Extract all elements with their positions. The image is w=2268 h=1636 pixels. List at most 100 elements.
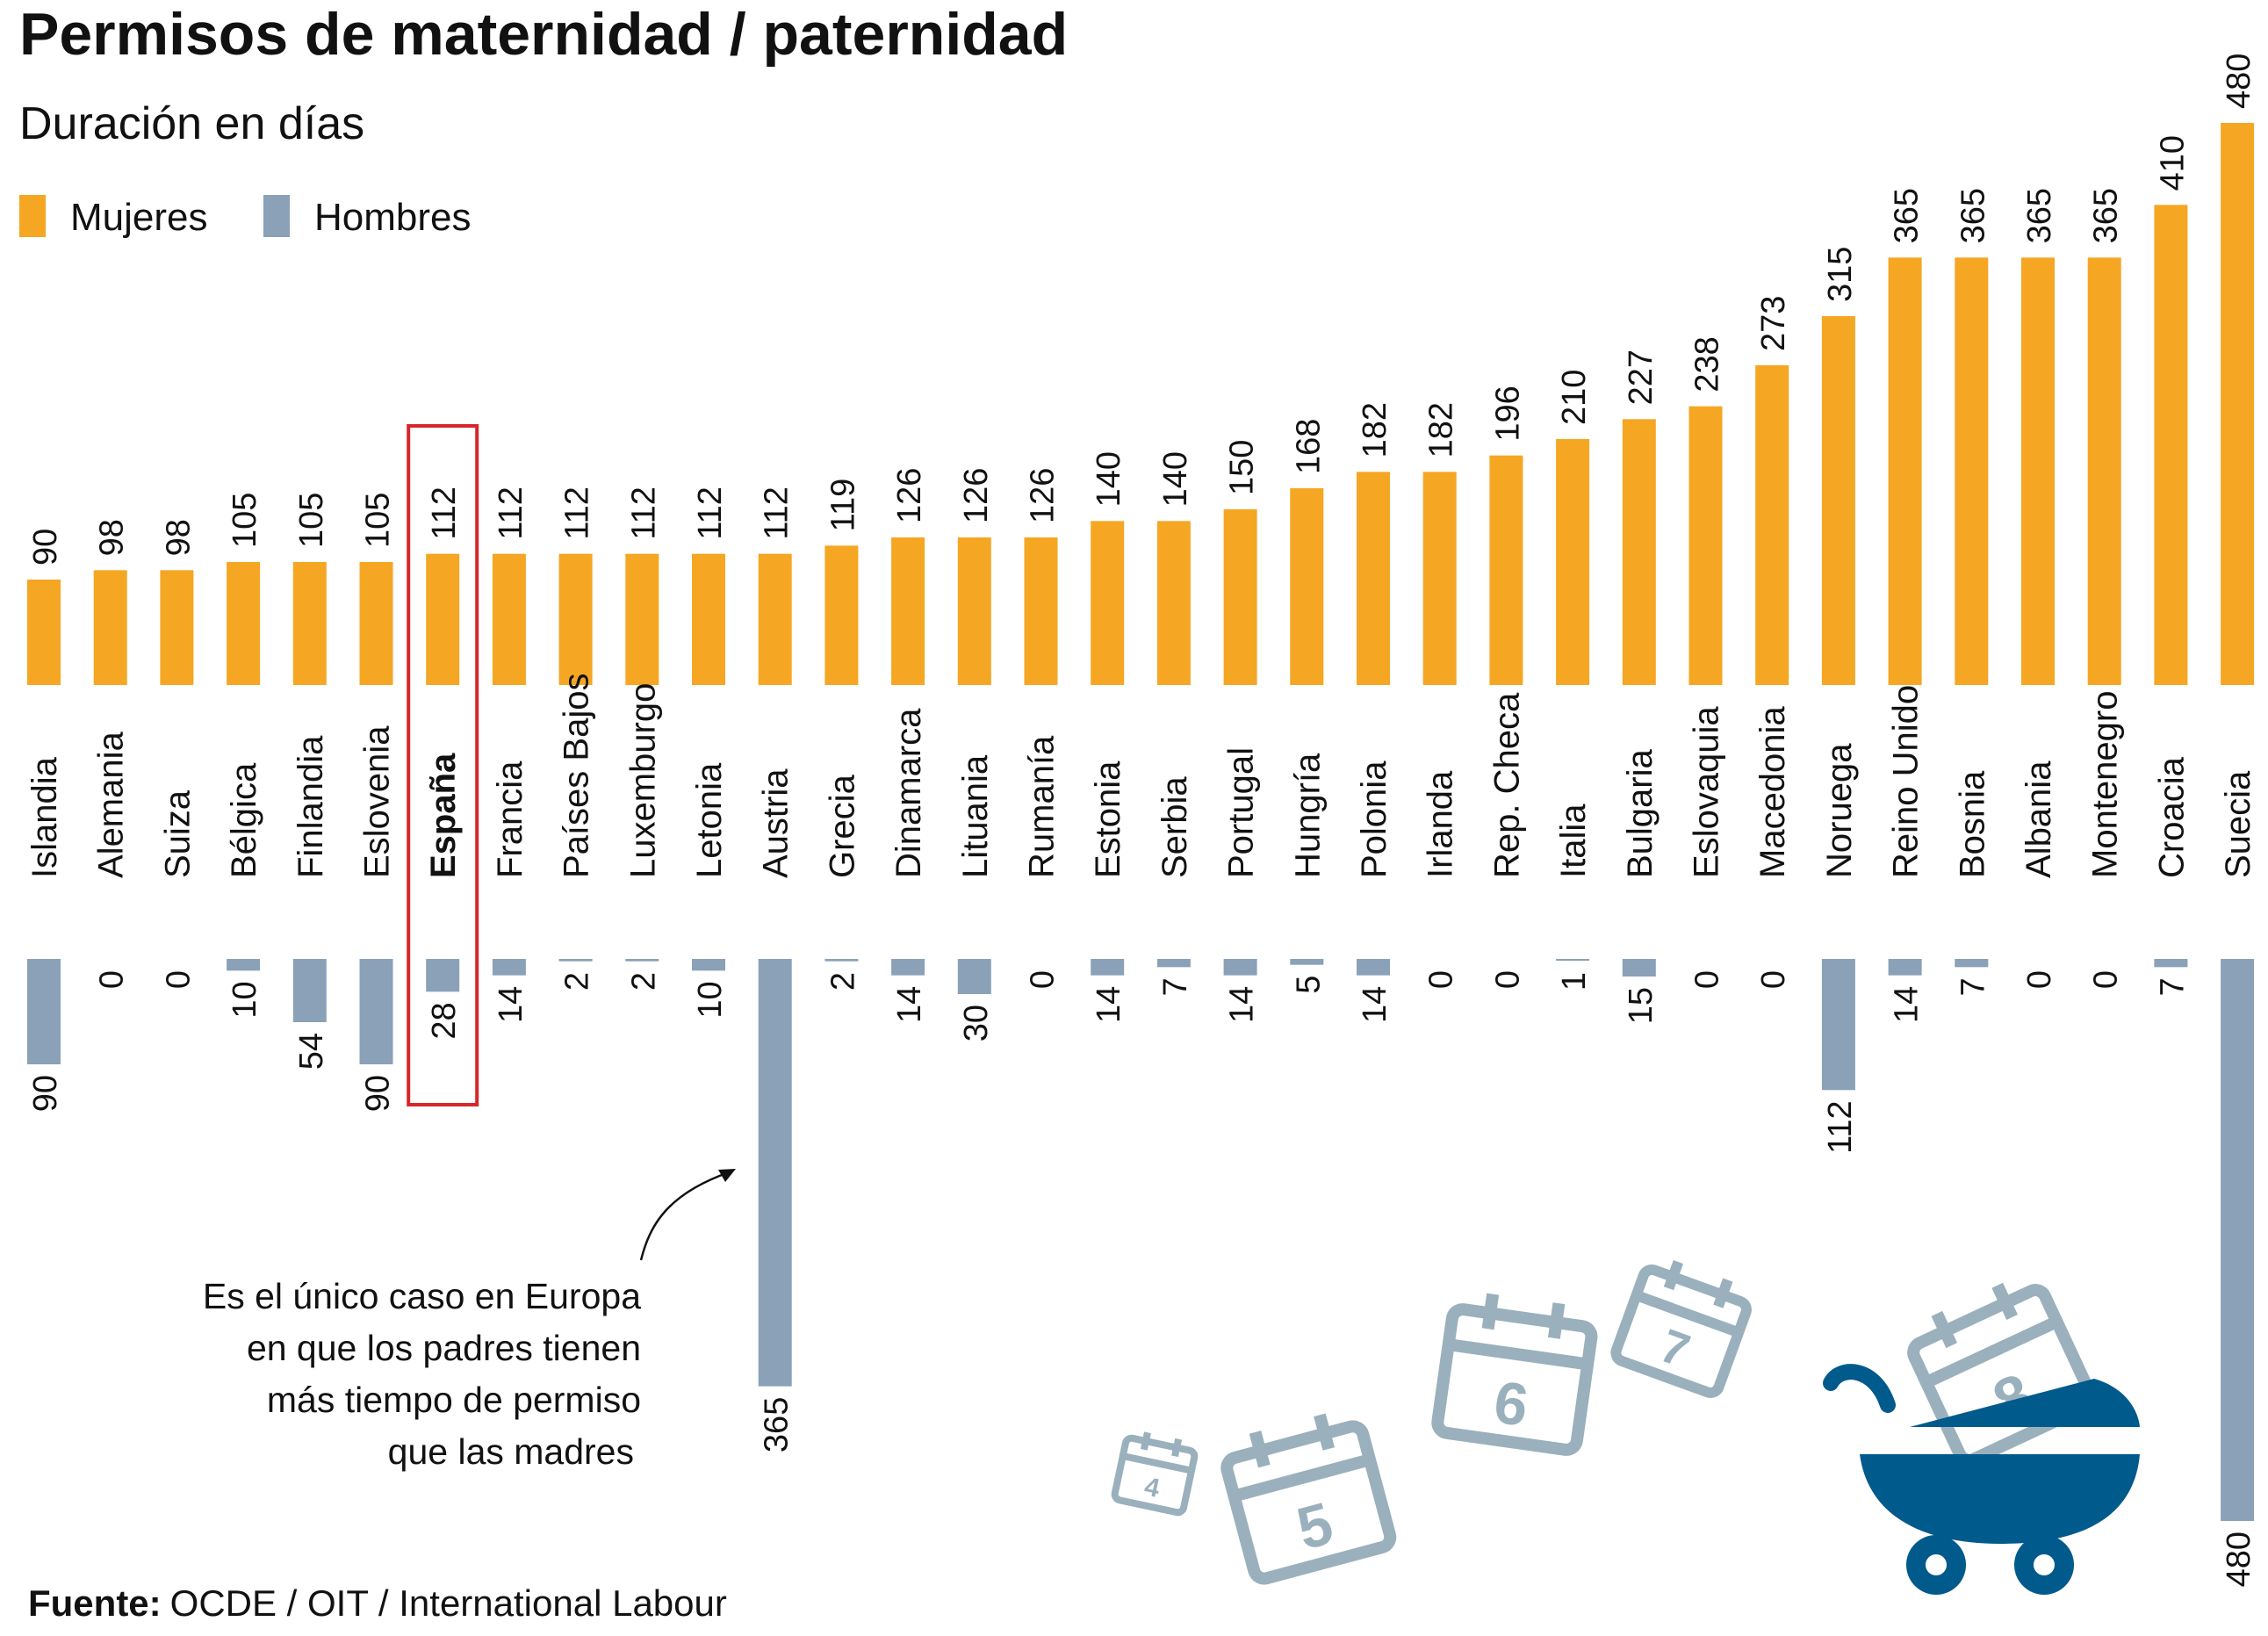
bar-hombres xyxy=(692,959,725,971)
value-label-mujeres: 365 xyxy=(1955,188,1991,243)
value-label-mujeres: 227 xyxy=(1623,350,1660,405)
category-label: Alemania xyxy=(92,731,131,878)
bar-hombres xyxy=(1357,959,1390,976)
bar-mujeres xyxy=(2087,257,2121,685)
source: Fuente: OCDE / OIT / International Labour xyxy=(28,1582,727,1624)
legend-label-mujeres: Mujeres xyxy=(70,196,208,239)
value-label-mujeres: 126 xyxy=(891,468,928,523)
value-label-mujeres: 140 xyxy=(1157,451,1194,507)
category-label: Estonia xyxy=(1089,760,1127,878)
bar-mujeres xyxy=(625,553,659,685)
value-label-hombres: 0 xyxy=(1489,970,1526,989)
category-label: Albania xyxy=(2020,760,2058,878)
category-label: Montenegro xyxy=(2086,691,2125,878)
bar-mujeres xyxy=(1888,257,1922,685)
bar-hombres xyxy=(1091,959,1125,976)
calendar-icon: 7 xyxy=(1610,1260,1752,1399)
bar-hombres xyxy=(625,959,659,962)
value-label-hombres: 480 xyxy=(2221,1531,2257,1587)
bar-hombres xyxy=(957,959,991,994)
bar-mujeres xyxy=(426,553,460,685)
value-label-hombres: 0 xyxy=(1423,970,1460,989)
value-label-mujeres: 105 xyxy=(293,493,330,548)
category-label: Rumanía xyxy=(1023,735,1062,878)
bar-mujeres xyxy=(1755,365,1789,685)
value-label-hombres: 2 xyxy=(625,972,662,991)
value-label-hombres: 90 xyxy=(27,1075,64,1112)
bar-mujeres xyxy=(1091,521,1125,685)
chart-subtitle: Duración en días xyxy=(19,98,364,149)
value-label-hombres: 30 xyxy=(958,1005,995,1041)
calendar-icon: 4 xyxy=(1111,1431,1199,1517)
calendar-icon: 6 xyxy=(1431,1293,1598,1456)
annotation-line-1: Es el único caso en Europa xyxy=(203,1276,641,1316)
value-label-mujeres: 112 xyxy=(692,486,729,540)
category-label: Macedonia xyxy=(1753,706,1792,878)
value-label-hombres: 365 xyxy=(759,1397,796,1452)
stroller-icon xyxy=(1823,1364,2140,1595)
category-label: Croacia xyxy=(2152,756,2191,878)
category-label: Luxemburgo xyxy=(623,683,662,878)
bar-mujeres xyxy=(2221,123,2255,685)
value-label-mujeres: 98 xyxy=(160,519,197,556)
bar-mujeres xyxy=(359,562,393,685)
category-label: Suecia xyxy=(2219,770,2257,878)
value-label-mujeres: 112 xyxy=(625,486,662,540)
legend: Mujeres Hombres xyxy=(19,195,472,239)
value-label-mujeres: 112 xyxy=(426,486,463,540)
bar-mujeres xyxy=(160,570,194,685)
value-label-mujeres: 140 xyxy=(1091,451,1127,507)
category-label: Noruega xyxy=(1820,743,1859,878)
bar-mujeres xyxy=(692,553,725,685)
bar-mujeres xyxy=(1622,419,1656,685)
bar-hombres xyxy=(1290,959,1324,965)
value-label-mujeres: 112 xyxy=(559,486,596,540)
category-label: Letonia xyxy=(690,762,729,878)
value-label-mujeres: 238 xyxy=(1689,336,1726,392)
bar-hombres xyxy=(1622,959,1656,977)
chart-title: Permisos de maternidad / paternidad xyxy=(19,1,1068,68)
bar-hombres xyxy=(359,959,393,1064)
annotation-arrowhead xyxy=(718,1169,736,1182)
value-label-mujeres: 98 xyxy=(94,519,131,556)
bar-hombres xyxy=(558,959,593,962)
value-label-mujeres: 273 xyxy=(1755,296,1792,351)
value-label-mujeres: 90 xyxy=(27,529,64,566)
bar-mujeres xyxy=(492,553,526,685)
category-label: Bélgica xyxy=(225,762,263,878)
bar-hombres xyxy=(2154,959,2188,968)
value-label-hombres: 14 xyxy=(1357,986,1393,1023)
highlight-box xyxy=(407,424,479,1106)
highlight-frame xyxy=(407,424,479,1106)
value-label-hombres: 7 xyxy=(2154,977,2191,996)
value-label-hombres: 7 xyxy=(1157,977,1194,996)
value-label-mujeres: 182 xyxy=(1423,402,1460,458)
bar-hombres xyxy=(426,959,460,992)
value-label-mujeres: 196 xyxy=(1489,386,1526,441)
value-label-hombres: 90 xyxy=(360,1075,397,1112)
value-label-mujeres: 365 xyxy=(2021,188,2058,243)
bar-mujeres xyxy=(1156,521,1191,685)
category-label: Bosnia xyxy=(1953,770,1991,878)
bar-mujeres xyxy=(27,580,61,685)
bar-mujeres xyxy=(1357,472,1390,685)
value-label-hombres: 0 xyxy=(1689,970,1726,989)
value-label-mujeres: 112 xyxy=(759,486,796,540)
category-label: Países Bajos xyxy=(558,674,596,878)
calendar-icon: 5 xyxy=(1220,1413,1397,1585)
category-label: Lituania xyxy=(956,754,995,878)
value-label-hombres: 14 xyxy=(493,986,529,1023)
bar-hombres xyxy=(1955,959,1989,968)
value-label-hombres: 7 xyxy=(1955,977,1991,996)
value-label-mujeres: 365 xyxy=(2088,188,2125,243)
value-label-mujeres: 126 xyxy=(958,468,995,523)
bar-mujeres xyxy=(824,545,859,685)
value-label-mujeres: 182 xyxy=(1357,402,1393,458)
value-label-hombres: 5 xyxy=(1290,976,1327,994)
bar-mujeres xyxy=(1556,439,1590,685)
bar-hombres xyxy=(292,959,327,1022)
bar-mujeres xyxy=(758,553,792,685)
value-label-hombres: 0 xyxy=(2021,970,2058,989)
bar-mujeres xyxy=(891,537,925,685)
